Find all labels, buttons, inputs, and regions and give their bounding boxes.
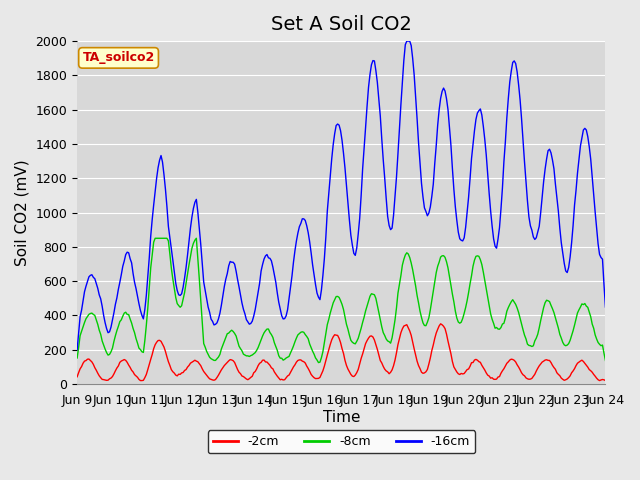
Legend: -2cm, -8cm, -16cm: -2cm, -8cm, -16cm: [207, 430, 475, 453]
Text: TA_soilco2: TA_soilco2: [83, 51, 155, 64]
X-axis label: Time: Time: [323, 409, 360, 424]
Y-axis label: Soil CO2 (mV): Soil CO2 (mV): [15, 159, 30, 266]
Title: Set A Soil CO2: Set A Soil CO2: [271, 15, 412, 34]
